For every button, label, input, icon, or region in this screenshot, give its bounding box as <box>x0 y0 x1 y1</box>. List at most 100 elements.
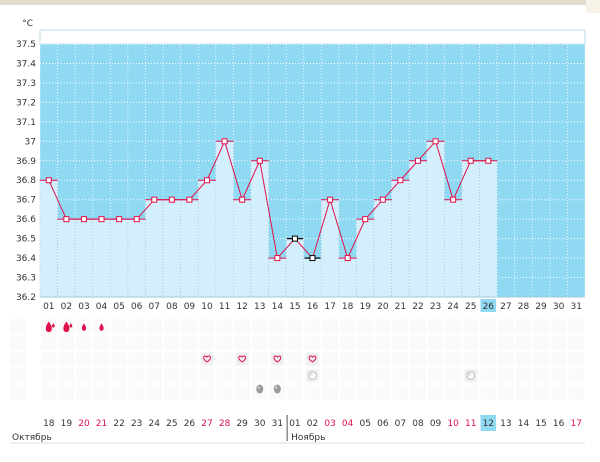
marker-cell[interactable] <box>568 385 584 400</box>
temperature-point[interactable] <box>63 216 70 223</box>
marker-cell[interactable] <box>216 335 233 351</box>
temperature-point[interactable] <box>221 138 228 145</box>
marker-cell[interactable] <box>568 319 584 334</box>
marker-cell[interactable] <box>410 352 426 367</box>
marker-cell[interactable] <box>568 335 584 351</box>
marker-cell[interactable] <box>111 368 127 384</box>
temperature-point[interactable] <box>450 196 457 203</box>
temperature-point[interactable] <box>80 216 87 223</box>
marker-cell[interactable] <box>76 368 92 384</box>
marker-cell[interactable] <box>392 385 409 400</box>
temperature-point[interactable] <box>274 255 281 262</box>
temperature-point[interactable] <box>98 216 105 223</box>
marker-cell[interactable] <box>251 319 268 334</box>
marker-cell[interactable] <box>146 368 163 384</box>
marker-cell[interactable] <box>427 368 444 384</box>
marker-cell[interactable] <box>199 368 215 384</box>
marker-cell[interactable] <box>427 335 444 351</box>
marker-cell[interactable] <box>181 335 198 351</box>
marker-cell[interactable] <box>164 368 180 384</box>
marker-cell[interactable] <box>445 385 461 400</box>
marker-cell[interactable] <box>427 352 444 367</box>
marker-cell[interactable] <box>339 335 356 351</box>
marker-cell[interactable] <box>287 368 303 384</box>
marker-cell[interactable] <box>515 352 532 367</box>
marker-cell[interactable] <box>533 385 549 400</box>
marker-cell[interactable] <box>357 368 374 384</box>
marker-cell[interactable] <box>410 385 426 400</box>
marker-cell[interactable] <box>287 335 303 351</box>
marker-cell[interactable] <box>375 352 391 367</box>
marker-cell[interactable] <box>76 335 92 351</box>
discharge-icon[interactable] <box>273 384 281 394</box>
marker-cell[interactable] <box>304 335 321 351</box>
marker-cell[interactable] <box>427 319 444 334</box>
marker-cell[interactable] <box>287 319 303 334</box>
marker-cell[interactable] <box>515 319 532 334</box>
marker-cell[interactable] <box>392 335 409 351</box>
temperature-point[interactable] <box>344 255 351 262</box>
marker-cell[interactable] <box>41 352 57 367</box>
temperature-point[interactable] <box>309 255 316 262</box>
marker-cell[interactable] <box>269 335 286 351</box>
marker-cell[interactable] <box>304 385 321 400</box>
marker-cell[interactable] <box>111 385 127 400</box>
marker-cell[interactable] <box>550 335 567 351</box>
marker-cell[interactable] <box>111 352 127 367</box>
marker-cell[interactable] <box>515 368 532 384</box>
marker-cell[interactable] <box>199 385 215 400</box>
marker-cell[interactable] <box>269 368 286 384</box>
temperature-point[interactable] <box>362 216 369 223</box>
marker-cell[interactable] <box>146 385 163 400</box>
temperature-point[interactable] <box>186 196 193 203</box>
temperature-point[interactable] <box>151 196 158 203</box>
marker-cell[interactable] <box>462 352 479 367</box>
heart-icon[interactable] <box>308 355 317 363</box>
temperature-point[interactable] <box>291 235 298 242</box>
marker-cell[interactable] <box>498 352 514 367</box>
marker-cell[interactable] <box>58 352 75 367</box>
marker-cell[interactable] <box>322 368 338 384</box>
marker-cell[interactable] <box>462 385 479 400</box>
marker-cell[interactable] <box>181 368 198 384</box>
temperature-point[interactable] <box>45 177 52 184</box>
marker-cell[interactable] <box>339 352 356 367</box>
marker-cell[interactable] <box>568 368 584 384</box>
marker-cell[interactable] <box>550 385 567 400</box>
marker-cell[interactable] <box>234 335 250 351</box>
marker-cell[interactable] <box>498 319 514 334</box>
marker-cell[interactable] <box>480 352 497 367</box>
marker-cell[interactable] <box>568 352 584 367</box>
marker-cell[interactable] <box>111 335 127 351</box>
marker-cell[interactable] <box>533 335 549 351</box>
marker-cell[interactable] <box>498 385 514 400</box>
marker-cell[interactable] <box>462 319 479 334</box>
marker-cell[interactable] <box>251 352 268 367</box>
marker-cell[interactable] <box>480 368 497 384</box>
marker-cell[interactable] <box>93 352 110 367</box>
marker-cell[interactable] <box>146 352 163 367</box>
temperature-point[interactable] <box>467 157 474 164</box>
temperature-point[interactable] <box>397 177 404 184</box>
marker-cell[interactable] <box>339 385 356 400</box>
marker-cell[interactable] <box>392 352 409 367</box>
marker-cell[interactable] <box>375 385 391 400</box>
marker-cell[interactable] <box>480 385 497 400</box>
discharge-icon[interactable] <box>256 384 264 394</box>
marker-cell[interactable] <box>322 319 338 334</box>
marker-cell[interactable] <box>41 385 57 400</box>
marker-cell[interactable] <box>550 368 567 384</box>
marker-cell[interactable] <box>445 368 461 384</box>
marker-cell[interactable] <box>322 352 338 367</box>
marker-cell[interactable] <box>128 352 145 367</box>
marker-cell[interactable] <box>234 385 250 400</box>
marker-cell[interactable] <box>427 385 444 400</box>
marker-cell[interactable] <box>164 335 180 351</box>
marker-cell[interactable] <box>462 335 479 351</box>
marker-cell[interactable] <box>410 319 426 334</box>
marker-cell[interactable] <box>550 352 567 367</box>
temperature-point[interactable] <box>133 216 140 223</box>
temperature-point[interactable] <box>432 138 439 145</box>
marker-cell[interactable] <box>287 385 303 400</box>
marker-cell[interactable] <box>216 385 233 400</box>
